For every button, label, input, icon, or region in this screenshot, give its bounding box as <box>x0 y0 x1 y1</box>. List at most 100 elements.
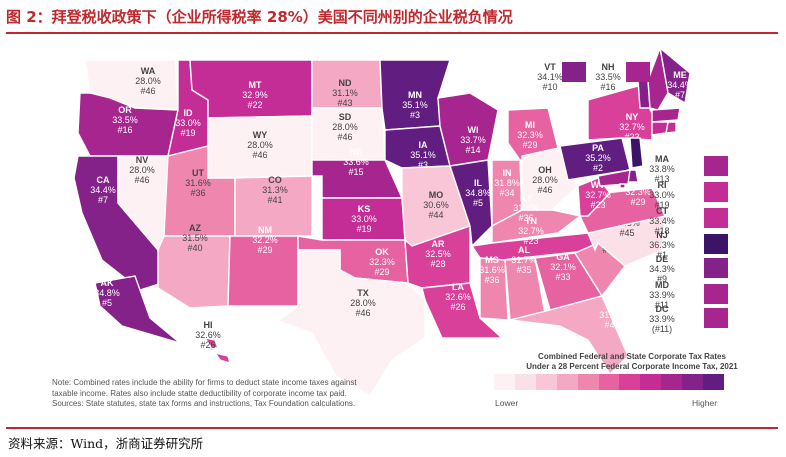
state-rank-label: #5 <box>102 298 112 308</box>
state-rate-label: 32.1% <box>550 262 576 272</box>
state-rank-label: #13 <box>654 174 669 184</box>
state-code-label: AL <box>518 245 530 255</box>
state-rate-label: 28.0% <box>247 140 273 150</box>
state-code-label: WA <box>141 66 156 76</box>
state-rank-label: #36 <box>484 275 499 285</box>
state-wv <box>577 177 611 217</box>
state-rank-label: #23 <box>590 200 605 210</box>
legend-swatch-6 <box>619 374 641 390</box>
state-code-label: NY <box>626 112 639 122</box>
state-rank-label: (#11) <box>652 324 672 334</box>
state-rank-label: #46 <box>355 308 370 318</box>
state-code-label: VT <box>544 62 556 72</box>
callout-swatch-nh <box>626 62 650 82</box>
state-code-label: AR <box>432 239 445 249</box>
state-code-label: OK <box>375 247 389 257</box>
state-code-label: TX <box>357 288 369 298</box>
state-code-label: UT <box>192 168 204 178</box>
state-nj <box>629 137 644 169</box>
state-rate-label: 31.6% <box>185 178 211 188</box>
state-rank-label: #36 <box>518 213 533 223</box>
state-rank-label: #41 <box>267 195 282 205</box>
state-rate-label: 31.5% <box>182 233 208 243</box>
state-rate-label: 32.6% <box>445 292 471 302</box>
state-rank-label: #26 <box>450 302 465 312</box>
state-code-label: KY <box>520 193 533 203</box>
state-code-label: AK <box>101 278 114 288</box>
state-rank-label: #36 <box>190 188 205 198</box>
state-code-label: AZ <box>189 223 201 233</box>
legend-swatch-3 <box>556 374 578 390</box>
legend-swatch-9 <box>682 374 704 390</box>
state-rank-label: #23 <box>624 132 639 142</box>
state-rate-label: 32.3% <box>369 257 395 267</box>
state-rate-label: 32.7% <box>619 122 645 132</box>
source-note: 资料来源：Wind，浙商证券研究所 <box>8 436 204 451</box>
state-rate-label: 32.2% <box>252 235 278 245</box>
legend-color-scale <box>494 374 724 390</box>
state-md <box>597 169 631 187</box>
state-rate-label: 36.3% <box>649 240 675 250</box>
state-code-label: IA <box>419 140 429 150</box>
state-rate-label: 32.5% <box>425 249 451 259</box>
state-rate-label: 33.7% <box>460 135 486 145</box>
legend-swatch-4 <box>577 374 599 390</box>
state-rank-label: #29 <box>257 245 272 255</box>
state-rank-label: #18 <box>654 226 669 236</box>
note-line-2: taxable income. Rates also include statt… <box>52 388 347 398</box>
state-rank-label: #29 <box>630 197 645 207</box>
state-rank-label: #7 <box>675 90 685 100</box>
state-rate-label: 34.8% <box>465 188 491 198</box>
state-rate-label: 35.1% <box>410 150 436 160</box>
state-rank-label: #28 <box>430 259 445 269</box>
state-rate-label: 33.0% <box>649 190 675 200</box>
state-rank-label: #34 <box>499 188 514 198</box>
state-code-label: WY <box>253 130 268 140</box>
state-fl <box>509 295 629 376</box>
state-rank-label: #3 <box>418 160 428 170</box>
state-code-label: OH <box>538 165 552 175</box>
state-rank-label: #16 <box>600 82 615 92</box>
legend-swatch-0 <box>494 374 515 390</box>
state-rank-label: #29 <box>374 267 389 277</box>
state-rate-label: 32.9% <box>242 90 268 100</box>
state-rank-label: #45 <box>619 228 634 238</box>
state-code-label: NE <box>350 147 363 157</box>
state-rank-label: #5 <box>473 198 483 208</box>
state-rank-label: #1 <box>657 250 667 260</box>
state-rate-label: 33.5% <box>112 115 138 125</box>
state-rank-label: #29 <box>522 140 537 150</box>
state-code-label: IN <box>503 168 512 178</box>
state-rate-label: 33.4% <box>649 216 675 226</box>
state-code-label: DE <box>656 254 669 264</box>
state-code-label: MS <box>485 255 499 265</box>
state-rate-label: 34.3% <box>649 264 675 274</box>
legend-title: Combined Federal and State Corporate Tax… <box>492 352 772 372</box>
legend-title-line-2: Under a 28 Percent Federal Corporate Inc… <box>526 362 738 371</box>
legend-swatch-10 <box>703 374 724 390</box>
state-rate-label: 31.1% <box>332 88 358 98</box>
callout-swatch-ma <box>704 156 728 176</box>
state-ma <box>651 107 681 123</box>
state-code-label: PA <box>592 143 604 153</box>
callout-swatch-dc <box>704 308 728 328</box>
state-ak <box>94 275 181 344</box>
state-dc <box>619 183 626 189</box>
state-rank-label: #46 <box>140 86 155 96</box>
state-code-label: CA <box>97 175 110 185</box>
state-rank-label: #46 <box>252 150 267 160</box>
source-rule <box>6 427 778 429</box>
state-rank-label: #26 <box>200 340 215 350</box>
state-rate-label: 28.0% <box>135 76 161 86</box>
state-code-label: IL <box>474 178 483 188</box>
state-rank-label: #19 <box>180 128 195 138</box>
state-code-label: WV <box>591 180 606 190</box>
state-rank-label: #46 <box>337 132 352 142</box>
legend-swatch-2 <box>535 374 557 390</box>
state-rate-label: 31.6% <box>513 203 539 213</box>
state-rate-label: 33.0% <box>175 118 201 128</box>
callout-swatch-nj <box>704 234 728 254</box>
state-rank-label: #19 <box>356 224 371 234</box>
state-rate-label: 28.0% <box>332 122 358 132</box>
state-co <box>234 175 313 237</box>
